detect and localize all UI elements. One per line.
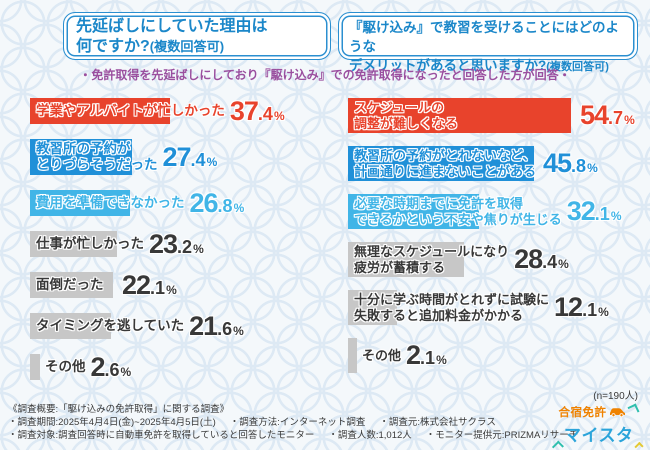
bar-row: 必要な時期までに免許を取得 できるかという不安や焦りが生じる 32.1% bbox=[348, 194, 642, 229]
left-question-box: 先延ばしにしていた理由は 何ですか?(複数回答可) bbox=[63, 12, 331, 60]
bar-value: 27.4% bbox=[162, 141, 218, 172]
bar-label: 学業やアルバイトが忙しかった bbox=[36, 103, 225, 118]
left-question-line2: 何ですか?(複数回答可) bbox=[76, 38, 225, 55]
bar-label: 必要な時期までに免許を取得 できるかという不安や焦りが生じる bbox=[354, 195, 562, 227]
bar bbox=[30, 139, 132, 175]
logo-yellow-caret-icon bbox=[634, 441, 644, 450]
bar-label: 仕事が忙しかった bbox=[36, 236, 144, 251]
right-question-box: 『駆け込み』で教習を受けることにはどのような デメリットがあると思いますか?(複… bbox=[338, 12, 638, 73]
bar-value: 12.1% bbox=[554, 292, 609, 322]
bar-row: スケジュールの 調整が難しくなる 54.7% bbox=[348, 98, 642, 133]
bar-value: 32.1% bbox=[566, 196, 622, 226]
bar bbox=[30, 354, 40, 380]
bar-row: 費用を準備できなかった 26.8% bbox=[30, 187, 345, 218]
bar bbox=[348, 242, 464, 277]
survey-detail-line-1: ・調査期間:2025年4月4日(金)~2025年4月5日(土) ・調査方法:インタ… bbox=[8, 416, 560, 429]
bar bbox=[348, 338, 357, 373]
bar-value: 45.8% bbox=[543, 148, 598, 178]
survey-overview: 《調査概要:「駆け込みの免許取得」に関する調査》 ・調査期間:2025年4月4日… bbox=[8, 403, 578, 442]
bar-row: 学業やアルバイトが忙しかった 37.4% bbox=[30, 95, 345, 126]
logo-text-bottom: マイスター bbox=[564, 426, 634, 445]
bar-row: 十分に学ぶ時間がとれずに試験に 失敗すると追加料金がかかる 12.1% bbox=[348, 290, 642, 325]
bar-value: 2.1% bbox=[406, 340, 447, 370]
bar-value: 2.6% bbox=[90, 351, 132, 382]
bar-label: 面倒だった bbox=[36, 277, 104, 292]
bar-label: スケジュールの 調整が難しくなる bbox=[354, 99, 459, 131]
right-question-line2: デメリットがあると思いますか?(複数回答可) bbox=[349, 58, 609, 73]
logo-teal-caret-icon bbox=[551, 440, 564, 450]
bar-label: 十分に学ぶ時間がとれずに試験に 失敗すると追加料金がかかる bbox=[354, 291, 550, 323]
survey-count: ・調査人数:1,012人 bbox=[328, 430, 412, 441]
respondent-filter-note: ・免許取得を先延ばしにしており『駆け込み』での免許取得になったと回答した方が回答… bbox=[79, 68, 571, 82]
survey-target: ・調査対象:調査回答時に自動車免許を取得していると回答したモニター bbox=[8, 430, 315, 441]
bar-label: 無理なスケジュールになり 疲労が蓄積する bbox=[354, 243, 510, 275]
bar bbox=[30, 231, 117, 257]
bar-label: 費用を準備できなかった bbox=[36, 195, 185, 210]
lastminute-demerits-chart: スケジュールの 調整が難しくなる 54.7% 教習所の予約がとれないなど、 計画通りに進… bbox=[348, 98, 642, 373]
bar-row: タイミングを逃していた 21.6% bbox=[30, 310, 345, 341]
bar-label: タイミングを逃していた bbox=[36, 318, 185, 333]
bar bbox=[348, 290, 397, 325]
bar-row: 面倒だった 22.1% bbox=[30, 269, 345, 300]
bar-value: 21.6% bbox=[189, 310, 244, 341]
bar-label: その他 bbox=[45, 359, 86, 374]
bar bbox=[30, 98, 170, 124]
survey-detail-line-2: ・調査対象:調査回答時に自動車免許を取得していると回答したモニター ・調査人数:1… bbox=[8, 429, 578, 442]
bar bbox=[30, 313, 111, 339]
bar-value: 28.4% bbox=[514, 244, 569, 274]
bar-label: その他 bbox=[362, 347, 402, 363]
bar bbox=[30, 190, 130, 216]
bar-row: 仕事が忙しかった 23.2% bbox=[30, 228, 345, 259]
right-question-line1: 『駆け込み』で教習を受けることにはどのような bbox=[349, 20, 619, 54]
car-icon bbox=[609, 408, 625, 417]
bar-value: 22.1% bbox=[122, 269, 177, 300]
left-question-line1: 先延ばしにしていた理由は bbox=[76, 18, 268, 35]
bar-value: 54.7% bbox=[580, 100, 635, 130]
survey-method: ・調査方法:インターネット調査 bbox=[229, 417, 366, 428]
bar-row: その他 2.6% bbox=[30, 351, 345, 382]
bar-row: 無理なスケジュールになり 疲労が蓄積する 28.4% bbox=[348, 242, 642, 277]
postpone-reasons-chart: 学業やアルバイトが忙しかった 37.4% 教習所の予約が とりづらそうだった 27.4%… bbox=[30, 95, 345, 382]
logo-top-row: 合宿免許 bbox=[554, 403, 642, 420]
logo-bottom-row: マイスター bbox=[551, 421, 644, 450]
survey-monitor-provider: ・モニター提供元:PRIZMAリサーチ bbox=[425, 430, 579, 441]
bar-value: 23.2% bbox=[149, 228, 204, 259]
bar-label: 教習所の予約が とりづらそうだった bbox=[36, 141, 158, 172]
question-header: 先延ばしにしていた理由は 何ですか?(複数回答可) 『駆け込み』で教習を受けるこ… bbox=[0, 12, 650, 73]
bar-label: 教習所の予約がとれないなど、 計画通りに進まないことがある bbox=[354, 147, 537, 179]
gasshuku-menkyo-meister-logo: 合宿免許 マイスター bbox=[551, 403, 644, 450]
sample-size-note: (n=190人) bbox=[593, 391, 638, 402]
bar-row: 教習所の予約がとれないなど、 計画通りに進まないことがある 45.8% bbox=[348, 146, 642, 181]
bar bbox=[348, 98, 571, 133]
bar bbox=[30, 272, 113, 298]
survey-source: ・調査元:株式会社サクラス bbox=[379, 417, 496, 428]
bar-value: 26.8% bbox=[189, 187, 245, 218]
bar bbox=[348, 146, 534, 181]
survey-period: ・調査期間:2025年4月4日(金)~2025年4月5日(土) bbox=[8, 417, 216, 428]
bar-row: 教習所の予約が とりづらそうだった 27.4% bbox=[30, 139, 345, 175]
logo-text-top: 合宿免許 bbox=[558, 407, 607, 419]
logo-accent-caret-icon bbox=[627, 403, 639, 415]
survey-summary-line: 《調査概要:「駆け込みの免許取得」に関する調査》 bbox=[8, 404, 230, 415]
bar-row: その他 2.1% bbox=[348, 338, 642, 373]
bar-value: 37.4% bbox=[229, 95, 285, 126]
bar bbox=[348, 194, 479, 229]
